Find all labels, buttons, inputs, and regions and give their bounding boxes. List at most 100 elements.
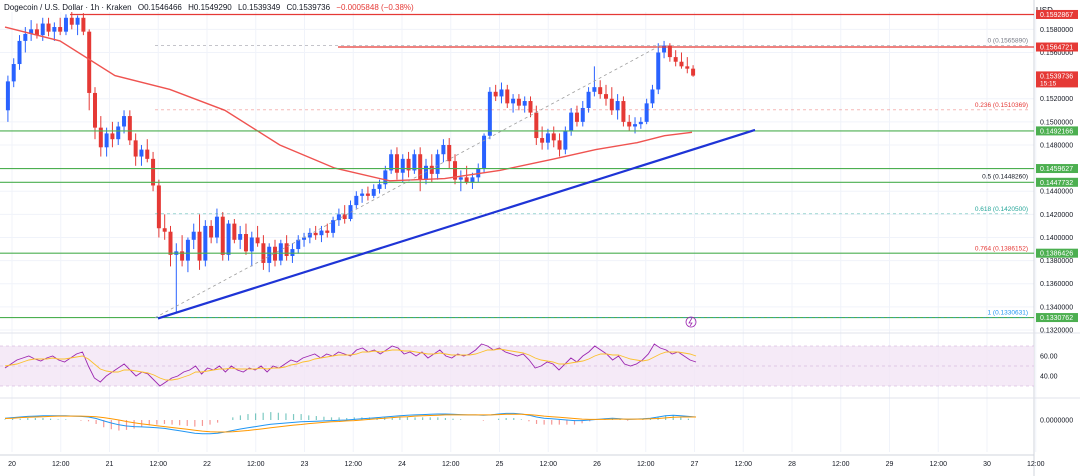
rsi-tick-label: 40.00 (1040, 374, 1058, 381)
candle-body (278, 243, 283, 261)
candle-body (116, 126, 121, 140)
time-tick-label: 12:00 (929, 461, 947, 468)
price-label-countdown: 15:15 (1040, 80, 1057, 87)
candle-body (429, 165, 434, 174)
low-value: L0.1539349 (237, 3, 281, 12)
time-tick-label: 30 (983, 461, 991, 468)
candle-body (267, 246, 272, 263)
candle-body (528, 101, 533, 113)
candle-body (412, 154, 417, 171)
candle-body (656, 52, 661, 90)
candles (5, 12, 696, 313)
candle-body (545, 133, 550, 143)
candle-body (81, 17, 86, 32)
candle-body (104, 133, 109, 148)
candle-body (336, 214, 341, 221)
candle-body (325, 230, 330, 233)
candle-body (342, 214, 347, 219)
price-label-text: 0.1330762 (1040, 315, 1073, 322)
price-tick-label: 0.1480000 (1040, 142, 1073, 149)
candle-body (151, 158, 156, 186)
candle-body (127, 116, 132, 141)
time-tick-label: 12:00 (734, 461, 752, 468)
moving-average-line (4, 26, 693, 182)
price-tick-label: 0.1400000 (1040, 235, 1073, 242)
close-value: C0.1539736 (286, 3, 331, 12)
time-tick-label: 23 (301, 461, 309, 468)
candle-body (255, 237, 260, 244)
candle-body (418, 154, 423, 180)
change-value: −0.0005848 (−0.38%) (336, 3, 414, 12)
candle-body (650, 89, 655, 104)
time-tick-label: 29 (886, 461, 894, 468)
macd-signal-line (4, 413, 696, 433)
candle-body (17, 40, 22, 65)
candle-body (93, 92, 98, 128)
price-label-text: 0.1386426 (1040, 251, 1073, 258)
price-label-box (1036, 71, 1078, 88)
candle-body (220, 216, 225, 255)
candle-body (609, 98, 614, 111)
candle-body (673, 57, 678, 62)
candle-body (11, 64, 16, 82)
candle-body (122, 116, 127, 127)
candle-body (371, 188, 376, 196)
candle-body (447, 144, 452, 162)
candle-body (493, 91, 498, 97)
candle-body (580, 107, 585, 122)
candle-body (243, 234, 248, 252)
candle-body (592, 87, 597, 92)
fib-level-label: 0.236 (0.1510369) (975, 102, 1028, 109)
price-label-box (1036, 248, 1078, 258)
candle-body (354, 195, 359, 206)
fib-level-label: 0.5 (0.1448260) (982, 174, 1028, 181)
candle-body (284, 243, 289, 256)
candle-body (638, 121, 643, 125)
candle-body (185, 239, 190, 261)
candle-body (406, 158, 411, 171)
high-value: H0.1549290 (188, 3, 232, 12)
lightning-icon-bolt (688, 317, 693, 327)
time-tick-label: 22 (203, 461, 211, 468)
candle-body (534, 112, 539, 139)
chart-header: Dogecoin / U.S. Dollar · 1h · Kraken O0.… (4, 3, 418, 12)
price-tick-label: 0.1560000 (1040, 50, 1073, 57)
candle-body (679, 61, 684, 67)
price-label-box (1036, 313, 1078, 323)
rsi-line (4, 343, 697, 387)
time-tick-label: 25 (496, 461, 504, 468)
candle-body (197, 231, 202, 261)
candle-body (139, 149, 144, 157)
candle-body (87, 31, 92, 93)
macd-tick-label: 0.0000000 (1040, 418, 1073, 425)
price-tick-label: 0.1320000 (1040, 328, 1073, 335)
candle-body (46, 23, 51, 32)
candle-body (98, 127, 103, 148)
candle-body (563, 131, 568, 150)
candle-body (214, 216, 219, 238)
candle-body (226, 223, 231, 255)
candle-body (400, 158, 405, 173)
candle-body (110, 133, 115, 140)
price-label-box (1036, 177, 1078, 187)
price-tick-label: 0.1360000 (1040, 281, 1073, 288)
candle-body (441, 144, 446, 155)
candle-body (5, 81, 10, 111)
candle-body (598, 87, 603, 95)
price-tick-label: 0.1580000 (1040, 27, 1073, 34)
candle-body (313, 232, 318, 236)
time-tick-label: 20 (8, 461, 16, 468)
candle-body (156, 185, 161, 229)
candle-body (383, 170, 388, 185)
candle-body (69, 17, 74, 25)
candle-body (621, 101, 626, 122)
candle-body (615, 101, 620, 111)
price-label-text: 0.1459627 (1040, 166, 1073, 173)
time-tick-label: 12:00 (247, 461, 265, 468)
price-tick-label: 0.1500000 (1040, 119, 1073, 126)
candle-body (63, 17, 68, 32)
candle-body (511, 98, 516, 104)
time-tick-label: 27 (691, 461, 699, 468)
candle-body (29, 29, 34, 34)
